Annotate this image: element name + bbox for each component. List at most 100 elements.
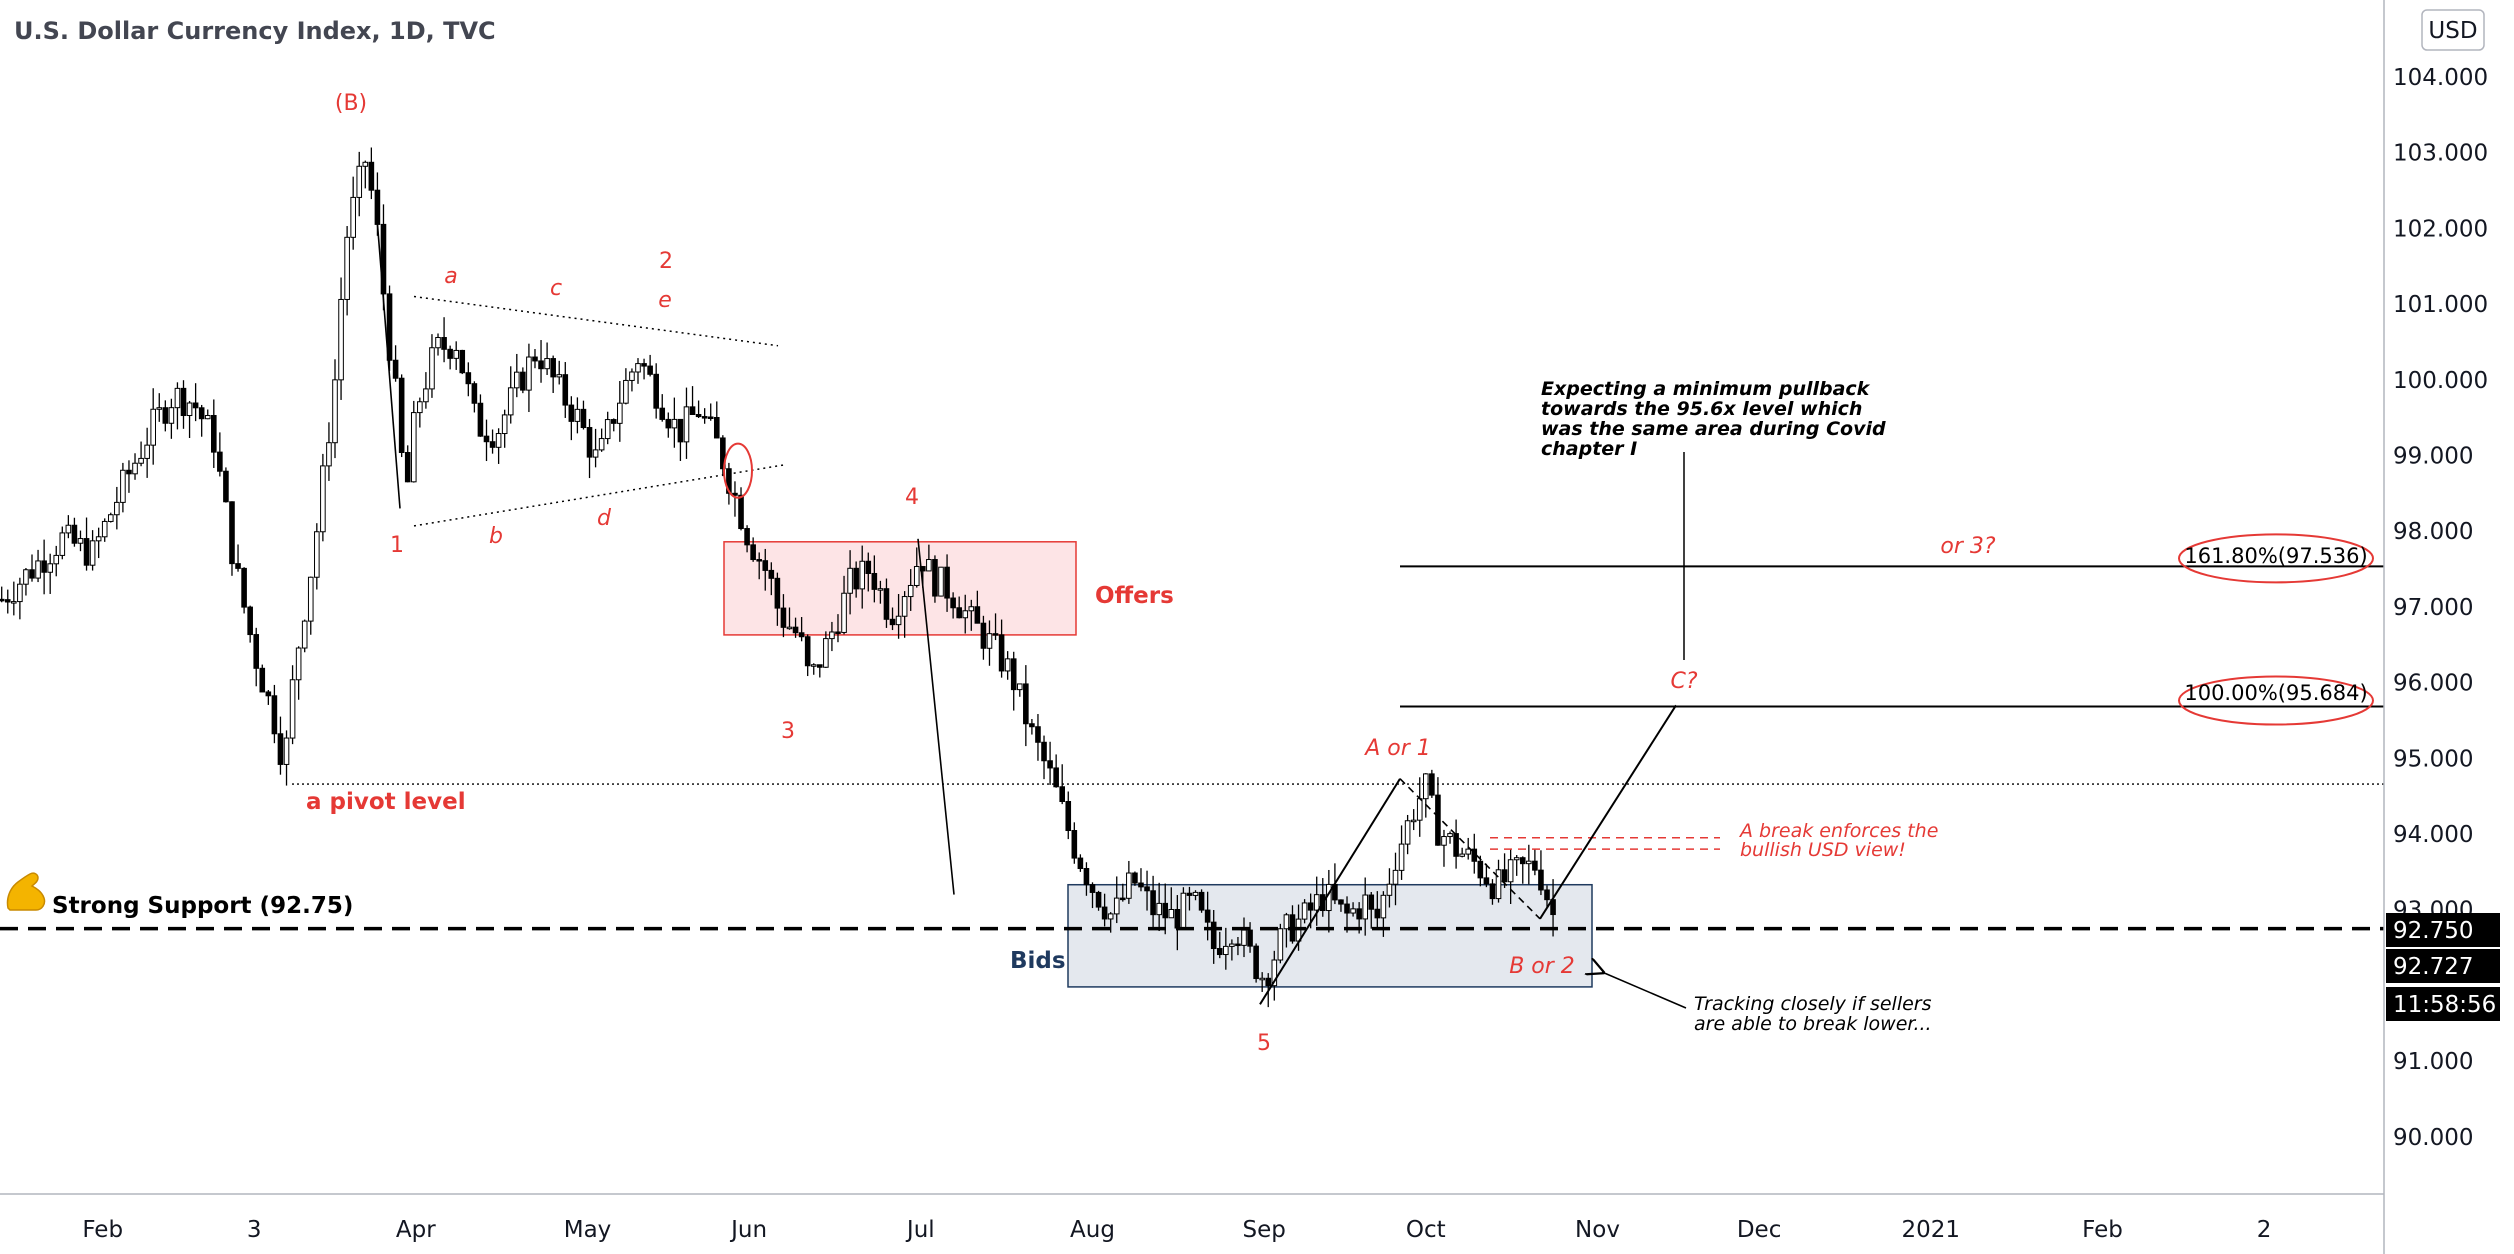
- candle-body: [707, 416, 714, 419]
- candle-body: [489, 441, 496, 448]
- candle-body: [465, 372, 472, 385]
- pullback-note-line-4: chapter I: [1541, 438, 1637, 460]
- candle-body: [701, 416, 708, 419]
- candle-body: [1489, 883, 1496, 900]
- wave-label-5: 5: [1257, 1031, 1271, 1056]
- candle-body: [1004, 658, 1011, 672]
- candle-body: [1132, 872, 1138, 884]
- candle-body: [610, 419, 617, 424]
- wave-label-4: 4: [905, 485, 919, 510]
- candle-body: [1241, 929, 1247, 946]
- candle-body: [1229, 943, 1235, 947]
- x-tick-label-7: Sep: [1243, 1217, 1286, 1243]
- candle-body: [156, 407, 163, 410]
- candle-body: [283, 737, 290, 765]
- candle-body: [659, 407, 666, 420]
- candle-body: [1513, 857, 1520, 861]
- candle-body: [1526, 860, 1532, 865]
- triangle-upper-line: [413, 295, 779, 347]
- candle-body: [1307, 902, 1314, 911]
- candle-body: [562, 374, 569, 406]
- candle-body: [1338, 899, 1344, 905]
- candle-body: [580, 408, 587, 429]
- fib-100-circle: [2178, 675, 2374, 726]
- candle-body: [829, 631, 835, 640]
- candle-body: [1204, 909, 1211, 923]
- candle-body: [174, 387, 181, 409]
- candle-body: [65, 524, 72, 534]
- candle-body: [1416, 798, 1423, 821]
- candle-body: [429, 347, 435, 390]
- candle-body: [1350, 908, 1356, 914]
- x-tick-label-12: Feb: [2082, 1217, 2123, 1243]
- candle-body: [320, 465, 326, 533]
- candle-body: [1386, 883, 1393, 896]
- candle-body: [677, 418, 684, 443]
- candle-body: [192, 402, 199, 409]
- y-tick-label-0: 104.000: [2393, 65, 2488, 91]
- candle-body: [1101, 906, 1108, 920]
- candle-body: [1029, 723, 1035, 728]
- candle-body: [186, 402, 193, 417]
- candle-body: [126, 469, 132, 475]
- candle-body: [738, 494, 744, 530]
- candle-body: [883, 588, 890, 620]
- candle-body: [83, 538, 90, 566]
- candle-body: [938, 566, 944, 597]
- candle-body: [974, 606, 981, 624]
- price-tag-box-2: [2386, 987, 2500, 1021]
- x-tick-label-1: 3: [247, 1217, 262, 1243]
- candle-body: [265, 691, 272, 697]
- candle-body: [223, 470, 229, 503]
- candle-body: [89, 540, 96, 566]
- candle-body: [1107, 913, 1114, 920]
- candle-body: [483, 435, 490, 443]
- candle-body: [544, 358, 550, 370]
- candle-body: [507, 387, 514, 416]
- candle-body: [526, 356, 532, 391]
- candle-body: [683, 406, 690, 443]
- candle-body: [962, 610, 969, 619]
- candle-body: [1301, 902, 1308, 920]
- candle-body: [968, 606, 975, 612]
- break-note-line-1: A break enforces the: [1738, 820, 1938, 842]
- candle-body: [1065, 800, 1072, 832]
- candle-body: [598, 438, 605, 451]
- candle-body: [1344, 903, 1350, 914]
- candle-body: [392, 359, 399, 379]
- x-tick-label-10: Dec: [1737, 1217, 1782, 1243]
- candle-body: [1126, 872, 1132, 899]
- x-tick-label-13: 2: [2257, 1217, 2272, 1243]
- y-tick-label-7: 97.000: [2393, 595, 2473, 621]
- price-tag-label-2: 11:58:56: [2393, 992, 2496, 1018]
- candle-body: [1477, 860, 1484, 879]
- candle-body: [798, 632, 805, 638]
- candle-body: [1495, 869, 1502, 900]
- currency-button[interactable]: USD: [2421, 9, 2485, 51]
- chart-title: U.S. Dollar Currency Index, 1D, TVC: [14, 17, 496, 45]
- candle-body: [356, 165, 363, 198]
- candle-body: [720, 437, 726, 470]
- drawings-layer: [0, 205, 2384, 1009]
- candle-body: [1216, 948, 1223, 956]
- triangle-label-d: d: [597, 506, 612, 531]
- candle-body: [259, 667, 266, 693]
- candle-body: [1198, 891, 1205, 911]
- candle-body: [629, 371, 635, 381]
- candle-body: [792, 626, 799, 634]
- candle-body: [762, 560, 769, 571]
- y-tick-label-12: 91.000: [2393, 1049, 2473, 1075]
- candle-body: [447, 348, 453, 359]
- candle-body: [992, 633, 999, 636]
- candle-body: [41, 560, 47, 573]
- y-tick-label-3: 101.000: [2393, 292, 2488, 318]
- candle-body: [1168, 909, 1175, 919]
- c-question-label: C?: [1670, 669, 1697, 694]
- candle-body: [780, 607, 787, 628]
- candle-body: [1047, 760, 1053, 769]
- candles-layer: [0, 147, 1556, 1008]
- candle-body: [1016, 683, 1023, 691]
- candle-body: [0, 598, 5, 602]
- candle-body: [410, 412, 417, 483]
